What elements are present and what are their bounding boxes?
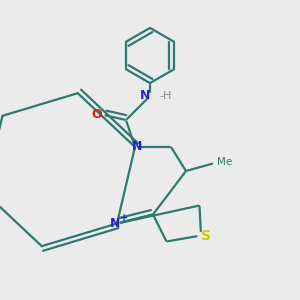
Text: N: N	[132, 140, 142, 153]
Text: +: +	[119, 213, 128, 223]
Text: N: N	[140, 89, 151, 103]
Text: O: O	[91, 108, 102, 121]
Text: S: S	[200, 229, 211, 243]
Text: -H: -H	[159, 91, 172, 101]
Text: Me: Me	[217, 157, 232, 167]
Text: N: N	[110, 217, 121, 230]
